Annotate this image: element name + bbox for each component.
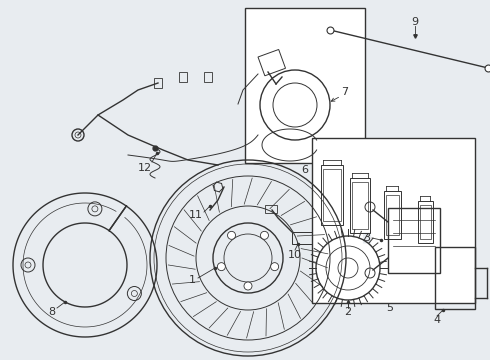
Bar: [321, 165, 343, 225]
Text: 2: 2: [344, 307, 351, 317]
Bar: [292, 232, 312, 244]
Bar: [384, 191, 401, 239]
Text: 9: 9: [412, 17, 418, 27]
Circle shape: [218, 263, 225, 271]
Bar: [350, 178, 370, 233]
Text: 8: 8: [49, 307, 55, 317]
Bar: [312, 138, 475, 303]
Bar: [435, 247, 475, 309]
Text: 4: 4: [434, 315, 441, 325]
Bar: [258, 49, 286, 76]
Bar: [245, 8, 365, 163]
Circle shape: [261, 231, 269, 239]
Text: 3: 3: [364, 233, 370, 243]
Bar: [265, 205, 277, 213]
Bar: [386, 195, 399, 235]
Bar: [420, 205, 431, 239]
Bar: [323, 169, 341, 221]
Bar: [154, 78, 162, 88]
Circle shape: [227, 231, 236, 239]
Bar: [179, 72, 187, 82]
Text: 5: 5: [387, 303, 393, 313]
Text: 12: 12: [138, 163, 152, 173]
Bar: [204, 72, 212, 82]
Text: 10: 10: [288, 250, 302, 260]
Text: 1: 1: [189, 275, 196, 285]
Circle shape: [270, 263, 279, 271]
Text: 7: 7: [342, 87, 348, 97]
Bar: [388, 208, 440, 273]
Text: 6: 6: [301, 165, 309, 175]
Bar: [418, 201, 433, 243]
Text: 11: 11: [189, 210, 203, 220]
Circle shape: [244, 282, 252, 290]
Bar: [352, 182, 368, 229]
